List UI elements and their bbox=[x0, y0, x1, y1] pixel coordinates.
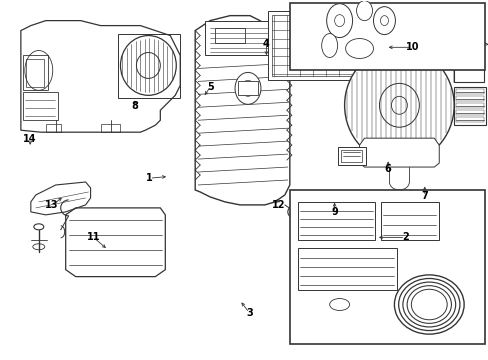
Bar bbox=[238, 81, 258, 95]
Bar bbox=[23, 55, 48, 90]
Ellipse shape bbox=[356, 1, 372, 21]
Bar bbox=[205, 21, 285, 55]
Text: 6: 6 bbox=[384, 164, 391, 174]
Ellipse shape bbox=[326, 4, 352, 37]
Ellipse shape bbox=[344, 48, 453, 163]
Polygon shape bbox=[453, 50, 478, 82]
Polygon shape bbox=[21, 21, 180, 132]
Bar bbox=[267, 11, 357, 80]
Bar bbox=[455, 89, 483, 94]
Polygon shape bbox=[195, 15, 289, 205]
Text: 3: 3 bbox=[245, 308, 252, 318]
Ellipse shape bbox=[235, 72, 261, 104]
Bar bbox=[289, 3, 484, 71]
Text: 14: 14 bbox=[23, 134, 37, 144]
Text: 8: 8 bbox=[131, 102, 138, 112]
Bar bbox=[453, 45, 483, 82]
Bar bbox=[453, 87, 485, 125]
Text: 7: 7 bbox=[421, 191, 427, 201]
Ellipse shape bbox=[345, 39, 373, 58]
Text: 5: 5 bbox=[206, 82, 213, 92]
Ellipse shape bbox=[373, 7, 395, 35]
Ellipse shape bbox=[34, 224, 44, 230]
Ellipse shape bbox=[321, 33, 337, 58]
Bar bbox=[23, 92, 58, 120]
Text: 4: 4 bbox=[263, 39, 269, 49]
Bar bbox=[455, 96, 483, 101]
Bar bbox=[271, 15, 353, 76]
Bar bbox=[215, 28, 244, 42]
Bar bbox=[455, 103, 483, 108]
Bar bbox=[337, 147, 365, 165]
Text: 13: 13 bbox=[45, 200, 59, 210]
Bar bbox=[118, 33, 180, 98]
Text: 1: 1 bbox=[146, 173, 153, 183]
Polygon shape bbox=[31, 182, 90, 215]
Text: 11: 11 bbox=[86, 232, 100, 242]
Bar bbox=[101, 124, 120, 132]
Ellipse shape bbox=[120, 36, 176, 95]
Polygon shape bbox=[359, 138, 438, 167]
Text: 2: 2 bbox=[401, 232, 408, 242]
Text: 10: 10 bbox=[405, 42, 418, 52]
Bar bbox=[297, 202, 375, 240]
Bar bbox=[26, 59, 44, 87]
Bar bbox=[46, 124, 61, 132]
Polygon shape bbox=[65, 208, 165, 276]
Bar bbox=[309, 21, 334, 66]
Polygon shape bbox=[453, 39, 478, 58]
Bar bbox=[289, 190, 484, 345]
Bar bbox=[340, 150, 361, 162]
Bar bbox=[455, 110, 483, 115]
Text: 9: 9 bbox=[330, 207, 337, 217]
Bar bbox=[277, 21, 289, 31]
Bar bbox=[297, 248, 397, 289]
Bar bbox=[381, 202, 438, 240]
Text: 12: 12 bbox=[271, 200, 285, 210]
Polygon shape bbox=[453, 39, 487, 50]
Bar bbox=[455, 117, 483, 122]
